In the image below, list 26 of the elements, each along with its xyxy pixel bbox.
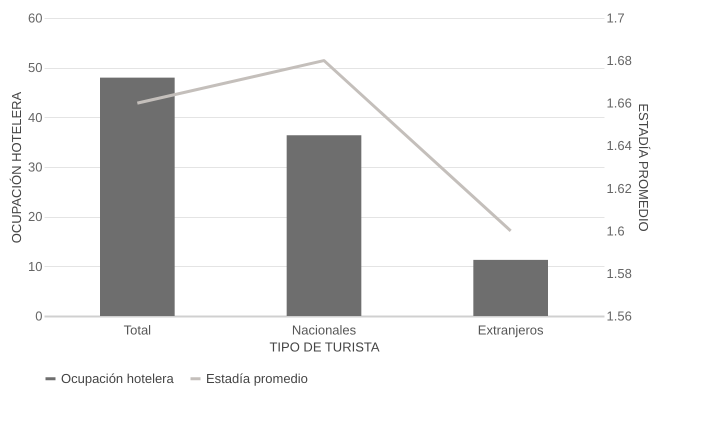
y-tick-label: 20 — [28, 209, 42, 224]
bar — [286, 135, 362, 316]
x-axis-title: TIPO DE TURISTA — [269, 340, 380, 354]
y2-tick-label: 1.62 — [606, 180, 632, 196]
y2-tick-label: 1.68 — [606, 53, 632, 68]
y2-tick-label: 1.56 — [606, 308, 632, 324]
y2-tick-label: 1.66 — [606, 96, 632, 111]
y-tick-label: 60 — [28, 10, 42, 26]
y2-tick-label: 1.58 — [606, 266, 632, 281]
legend-label: Ocupación hotelera — [61, 370, 175, 386]
legend-label: Estadía promedio — [206, 370, 308, 386]
y-tick-label: 30 — [28, 160, 42, 174]
y-axis-title: OCUPACIÓN HOTELERA — [9, 91, 24, 244]
y2-tick-label: 1.7 — [606, 10, 625, 26]
y2-tick-label: 1.6 — [606, 223, 625, 238]
x-tick-label: Extranjeros — [478, 322, 544, 338]
y2-axis-title: ESTADÍA PROMEDIO — [636, 103, 651, 232]
y-tick-label: 10 — [28, 258, 42, 274]
y-tick-label: 50 — [28, 60, 42, 76]
bar — [100, 78, 175, 316]
y2-tick-label: 1.64 — [606, 138, 632, 154]
bar — [473, 260, 548, 316]
x-tick-label: Nacionales — [292, 322, 357, 338]
y-tick-label: 40 — [28, 110, 42, 125]
y-tick-label: 0 — [35, 308, 42, 324]
x-tick-label: Total — [124, 322, 152, 338]
